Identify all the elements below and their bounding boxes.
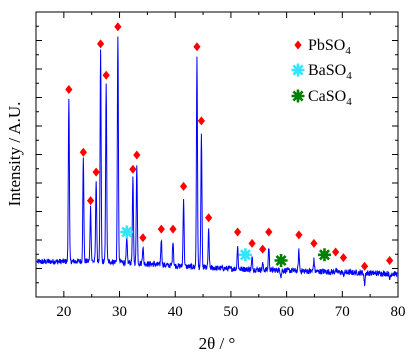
x-tick-labels: 20 30 40 50 60 70 80 — [56, 304, 405, 320]
marker-pbso4-diamond — [114, 22, 122, 32]
legend-item-baso4: BaSO4 — [291, 62, 352, 82]
marker-pbso4-diamond — [332, 247, 340, 257]
legend-subscript-pbso4: 4 — [345, 45, 351, 57]
marker-pbso4-diamond — [259, 244, 267, 254]
marker-pbso4-diamond — [86, 196, 95, 206]
legend-label-caso4: CaSO — [308, 88, 346, 105]
legend-asterisk-icon — [291, 63, 305, 77]
marker-baso4-asterisk — [238, 248, 252, 262]
marker-pbso4-diamond — [133, 150, 141, 160]
marker-pbso4-diamond — [65, 85, 73, 94]
marker-pbso4-diamond — [339, 253, 348, 263]
legend-subscript-caso4: 4 — [346, 96, 352, 108]
x-tick-label: 70 — [335, 304, 350, 320]
marker-pbso4-diamond — [295, 230, 303, 240]
marker-pbso4-diamond — [92, 167, 100, 177]
x-tick-label: 40 — [168, 304, 183, 320]
marker-pbso4-diamond — [169, 224, 177, 234]
x-axis-label: 2θ / ° — [199, 334, 236, 353]
y-axis-label: Intensity / A.U. — [5, 102, 24, 207]
axis-ticks — [35, 11, 399, 298]
phase-markers — [65, 22, 394, 271]
legend-subscript-baso4: 4 — [346, 70, 352, 82]
marker-baso4-asterisk — [120, 225, 134, 239]
marker-pbso4-diamond — [179, 181, 188, 191]
marker-pbso4-diamond — [102, 70, 110, 80]
marker-pbso4-diamond — [205, 213, 213, 223]
marker-pbso4-diamond — [197, 116, 206, 126]
marker-pbso4-diamond — [386, 256, 394, 265]
legend-label-baso4: BaSO — [308, 62, 346, 79]
legend-item-caso4: CaSO4 — [291, 88, 352, 108]
marker-pbso4-diamond — [97, 39, 105, 49]
x-tick-label: 60 — [279, 304, 294, 320]
legend-asterisk-icon — [291, 89, 305, 103]
x-tick-label: 80 — [391, 304, 406, 320]
x-tick-label: 30 — [112, 304, 127, 320]
marker-pbso4-diamond — [129, 164, 137, 174]
marker-pbso4-diamond — [310, 238, 318, 248]
legend-diamond-icon — [294, 40, 302, 50]
marker-pbso4-diamond — [157, 224, 165, 234]
svg-text:PbSO4: PbSO4 — [308, 37, 351, 57]
marker-caso4-asterisk — [317, 248, 331, 262]
legend: PbSO4 BaSO4 CaSO4 — [291, 37, 352, 108]
x-tick-label: 20 — [56, 304, 71, 320]
svg-text:CaSO4: CaSO4 — [308, 88, 352, 108]
marker-pbso4-diamond — [139, 233, 147, 243]
legend-label-pbso4: PbSO — [308, 37, 345, 54]
svg-text:BaSO4: BaSO4 — [308, 62, 352, 82]
marker-pbso4-diamond — [193, 42, 201, 52]
marker-pbso4-diamond — [248, 238, 256, 248]
marker-pbso4-diamond — [265, 227, 273, 237]
marker-pbso4-diamond — [79, 147, 87, 157]
marker-pbso4-diamond — [360, 261, 369, 271]
marker-caso4-asterisk — [274, 254, 288, 267]
legend-item-pbso4: PbSO4 — [294, 37, 351, 57]
x-tick-label: 50 — [223, 304, 238, 320]
xrd-pattern-line — [36, 36, 398, 287]
marker-pbso4-diamond — [234, 227, 242, 237]
